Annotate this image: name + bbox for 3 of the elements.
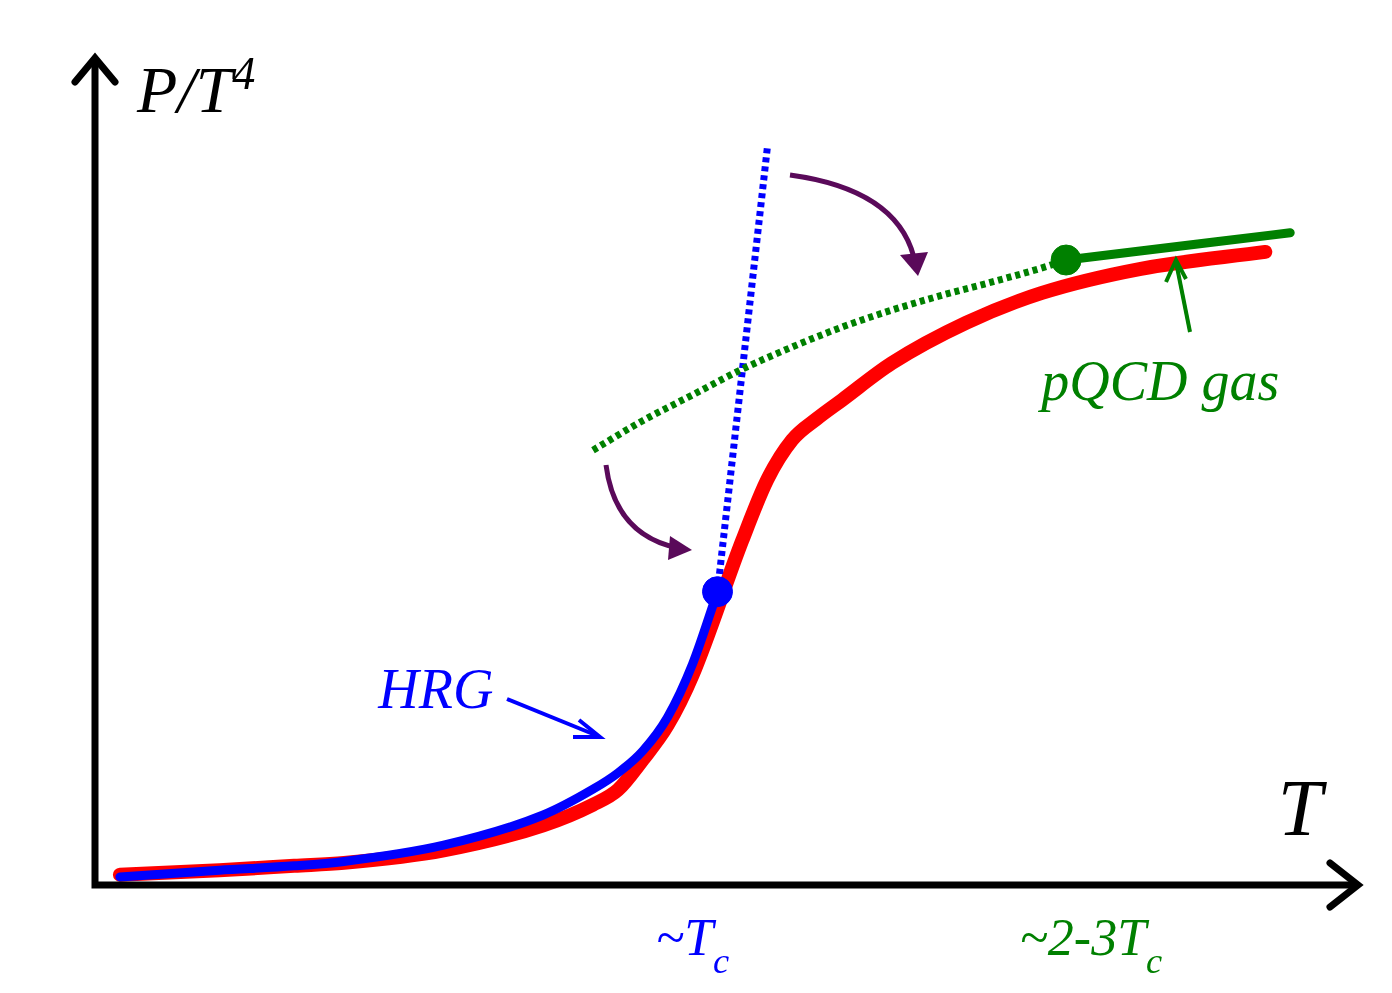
annotation: HRG — [377, 658, 494, 721]
annotation: pQCD gas — [1037, 350, 1280, 413]
x-axis-title: T — [1277, 764, 1328, 852]
